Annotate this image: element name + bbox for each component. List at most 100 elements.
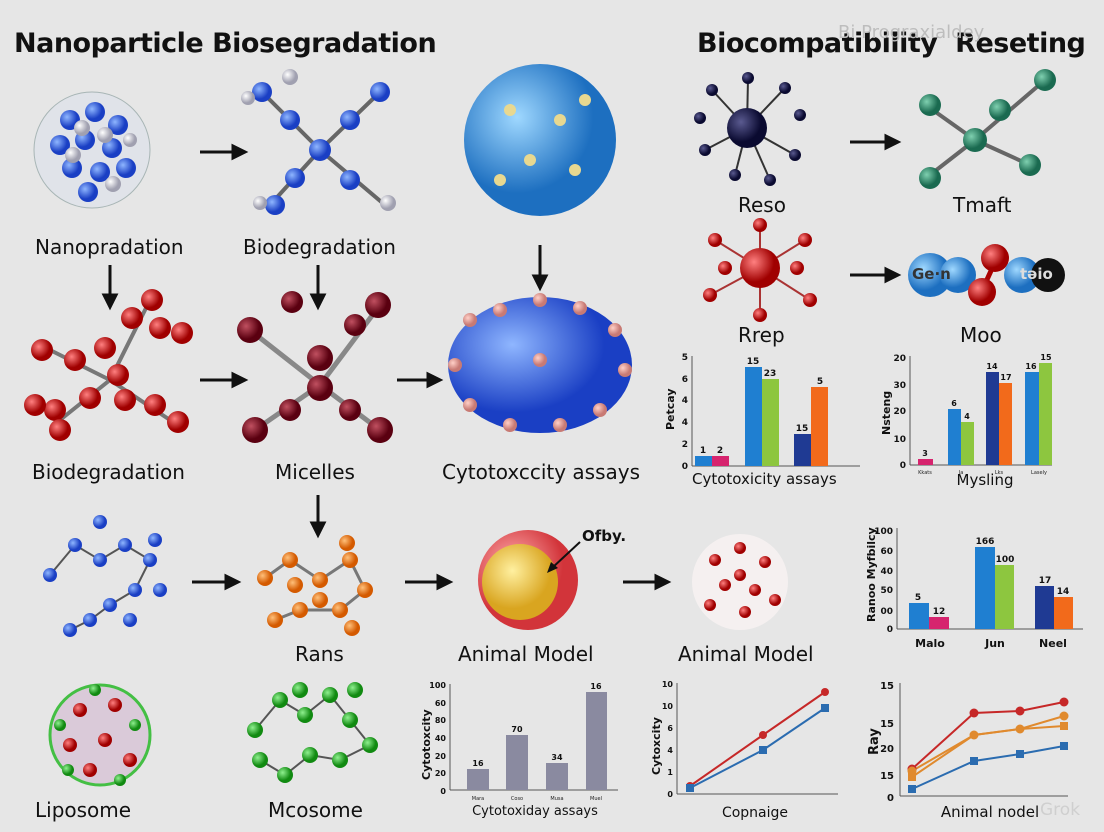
green-molecule-illustration	[247, 682, 378, 783]
svg-text:6: 6	[682, 375, 688, 385]
svg-text:15: 15	[1040, 353, 1052, 362]
svg-text:2: 2	[682, 440, 688, 450]
svg-text:40: 40	[435, 734, 447, 743]
svg-text:16: 16	[1025, 362, 1037, 371]
svg-text:20: 20	[880, 744, 894, 755]
svg-text:10: 10	[662, 702, 674, 711]
page-title-left: Nanoparticle Biosegradation	[14, 28, 437, 59]
watermark-grok: Grok	[1040, 800, 1081, 820]
label-moo: Moo	[960, 323, 1002, 347]
svg-text:Jun: Jun	[984, 637, 1005, 650]
svg-text:80: 80	[435, 716, 447, 725]
moo-molecule-illustration	[908, 244, 1065, 306]
svg-text:17: 17	[1039, 576, 1052, 586]
svg-text:Petcay: Petcay	[664, 388, 677, 430]
svg-text:00: 00	[880, 607, 893, 617]
svg-text:30: 30	[893, 381, 906, 391]
svg-text:15: 15	[880, 771, 894, 782]
label-tmaft: Tmaft	[953, 193, 1012, 217]
svg-text:50: 50	[880, 586, 893, 596]
svg-text:Ranoo Myfbilcy: Ranoo Myfbilcy	[865, 527, 878, 622]
svg-text:Kkats: Kkats	[918, 470, 932, 476]
svg-text:Ja: Ja	[958, 470, 964, 476]
svg-text:Muel: Muel	[590, 796, 602, 802]
svg-text:20: 20	[435, 769, 447, 778]
svg-text:Cytoxcity: Cytoxcity	[650, 717, 663, 775]
svg-text:60: 60	[880, 547, 893, 557]
svg-text:1: 1	[667, 768, 673, 777]
svg-text:166: 166	[976, 537, 995, 547]
svg-text:4: 4	[682, 418, 688, 428]
orange-molecule-illustration	[257, 535, 373, 636]
svg-text:60: 60	[435, 699, 447, 708]
svg-text:6: 6	[667, 724, 673, 733]
liposome-illustration	[48, 683, 152, 787]
label-mcosome: Mcosome	[268, 798, 363, 822]
chart-2-title: Mysling	[956, 471, 1014, 489]
chart-4-xlabel: Cytotoxiday assays	[472, 804, 598, 819]
chart-ranoo-bar: 100 60 40 50 00 0 5 12 166 100 17 14 Malo Jun Neel R…	[855, 522, 1085, 657]
red-molecule-illustration	[24, 289, 193, 441]
blue-cluster-illustration	[464, 64, 616, 216]
svg-text:100: 100	[874, 527, 893, 537]
chart-cytoxcity-line: 10 10 6 4 1 0 Cytoxcity Copnaige	[640, 675, 850, 825]
label-liposome: Liposome	[35, 798, 132, 822]
nanoparticle-cage-illustration	[33, 91, 151, 209]
svg-text:Lks: Lks	[995, 470, 1004, 476]
molecule-text-right: təio	[1020, 265, 1053, 283]
svg-text:4: 4	[964, 412, 970, 421]
svg-text:20: 20	[893, 354, 906, 364]
svg-text:16: 16	[590, 682, 602, 691]
chart-5-xlabel: Copnaige	[721, 805, 789, 821]
svg-text:15: 15	[880, 719, 894, 730]
blue-chain-molecule-illustration	[43, 515, 167, 637]
svg-text:0: 0	[667, 790, 673, 799]
svg-text:17: 17	[1000, 373, 1011, 382]
label-reso: Reso	[738, 193, 786, 217]
svg-text:Coso: Coso	[511, 796, 523, 802]
flow-arrows	[101, 133, 902, 591]
svg-text:34: 34	[551, 753, 563, 762]
svg-text:12: 12	[933, 607, 946, 617]
svg-text:23: 23	[764, 369, 777, 379]
callout-label: Ofby.	[582, 527, 627, 545]
chart-cytotoxicity-bar-1: 5 6 4 4 2 0 1 2 15 23 15 5 Petcay Cytotoxicity ass…	[660, 350, 865, 490]
svg-text:70: 70	[511, 725, 523, 734]
svg-text:20: 20	[893, 407, 906, 417]
label-biodegradation-mid: Biodegradation	[32, 460, 185, 484]
label-animal-model-1: Animal Model	[458, 642, 594, 666]
svg-text:20: 20	[435, 752, 447, 761]
svg-text:5: 5	[817, 377, 823, 387]
svg-text:5: 5	[915, 593, 921, 603]
redwhite-cluster-illustration	[692, 534, 788, 630]
svg-text:15: 15	[747, 357, 760, 367]
chart-1-title: Cytotoxicity assays	[692, 470, 837, 488]
label-nanopradation: Nanopradation	[35, 235, 184, 259]
svg-text:0: 0	[887, 625, 893, 635]
label-cytotox-assays: Cytotoxccity assays	[442, 460, 641, 484]
svg-text:Malo: Malo	[915, 637, 945, 650]
svg-text:Musa: Musa	[550, 796, 563, 802]
svg-text:Neel: Neel	[1039, 637, 1067, 650]
chart-6-svg: 15 15 20 15 0 Ray	[867, 681, 1069, 804]
svg-text:16: 16	[472, 759, 484, 768]
svg-text:14: 14	[1057, 587, 1070, 597]
svg-text:10: 10	[662, 680, 674, 689]
core-shell-nanoparticle-illustration	[478, 530, 581, 630]
chart-mysling-bar: 20 30 20 10 0 3 6 4 14 17 16 15 Kkats Ja Lks Lasely N…	[870, 350, 1075, 490]
svg-text:Mara: Mara	[472, 796, 485, 802]
svg-text:10: 10	[893, 435, 906, 445]
chart-4-svg: 100 60 80 40 20 20 0 16 70 34 16 Mara Coso Musa Muel…	[420, 681, 618, 802]
svg-text:Nsteng: Nsteng	[880, 391, 893, 435]
svg-text:100: 100	[429, 681, 446, 690]
navy-star-molecule-illustration	[694, 72, 806, 186]
page-title-right: Biocompatibility Reseting	[697, 28, 1086, 59]
svg-text:0: 0	[440, 787, 446, 796]
svg-text:1: 1	[700, 446, 706, 456]
svg-text:Cytotoxcity: Cytotoxcity	[420, 709, 433, 780]
label-biodegradation-top: Biodegradation	[243, 235, 396, 259]
teal-molecule-illustration	[919, 69, 1056, 189]
